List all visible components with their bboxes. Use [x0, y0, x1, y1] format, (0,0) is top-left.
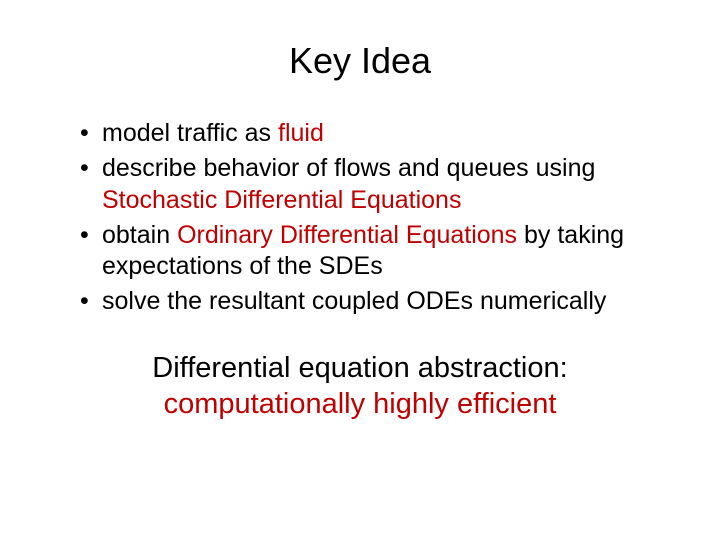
- list-item: obtain Ordinary Differential Equations b…: [80, 220, 660, 283]
- bullet-text-pre: solve the resultant coupled ODEs numeric…: [102, 287, 606, 315]
- bullet-text-pre: obtain: [102, 221, 177, 249]
- list-item: describe behavior of flows and queues us…: [80, 153, 660, 216]
- footer-block: Differential equation abstraction: compu…: [60, 350, 660, 423]
- footer-line-2: computationally highly efficient: [80, 386, 640, 422]
- slide-title: Key Idea: [60, 40, 660, 82]
- footer-line-1: Differential equation abstraction:: [80, 350, 640, 386]
- slide-container: Key Idea model traffic as fluid describe…: [0, 0, 720, 540]
- bullet-text-highlight: Ordinary Differential Equations: [177, 221, 517, 249]
- bullet-text-highlight: fluid: [278, 119, 324, 147]
- bullet-text-pre: describe behavior of flows and queues us…: [102, 154, 595, 182]
- list-item: solve the resultant coupled ODEs numeric…: [80, 286, 660, 317]
- bullet-text-highlight: Stochastic Differential Equations: [102, 186, 461, 214]
- list-item: model traffic as fluid: [80, 118, 660, 149]
- bullet-list: model traffic as fluid describe behavior…: [60, 118, 660, 322]
- bullet-text-pre: model traffic as: [102, 119, 278, 147]
